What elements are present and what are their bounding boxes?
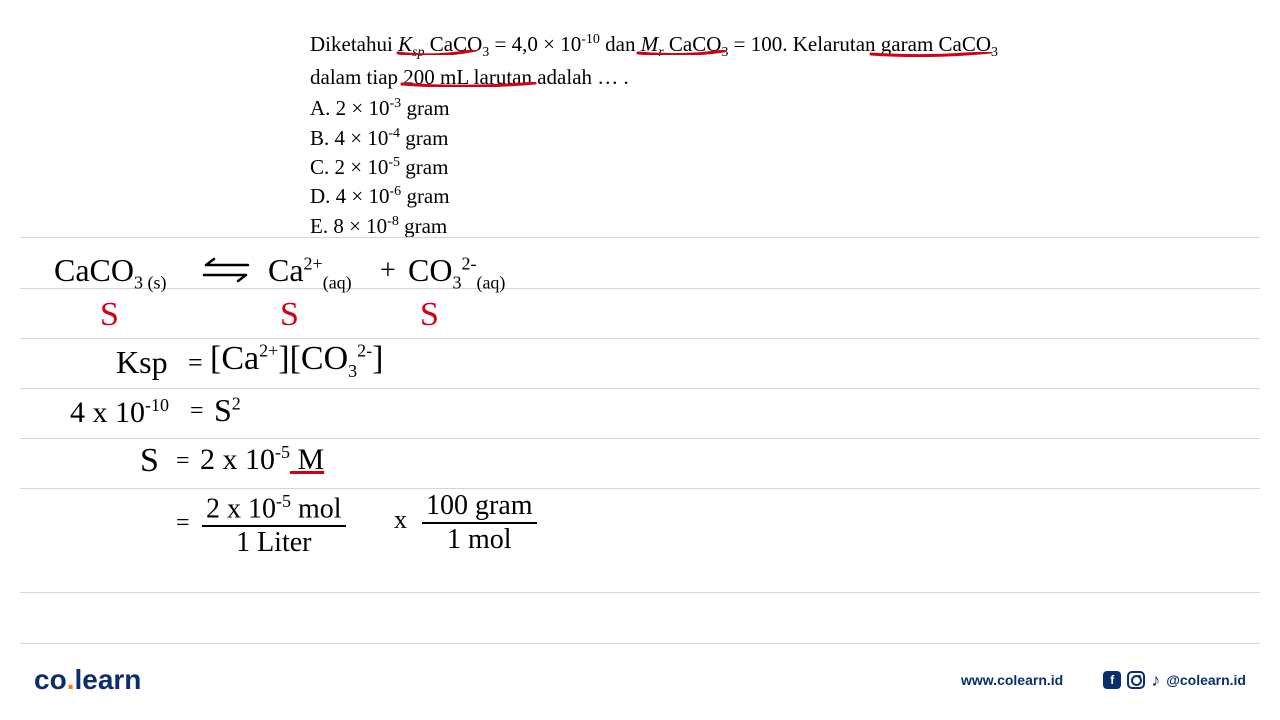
logo: co.learn <box>34 664 141 696</box>
website-link[interactable]: www.colearn.id <box>961 672 1063 688</box>
txt: CaCO <box>425 32 483 56</box>
logo-co: co <box>34 664 67 695</box>
hw-s1: S <box>100 296 119 334</box>
hw-line5-frac1: 2 x 10-5 mol 1 Liter <box>202 492 346 557</box>
txt: = 4,0 × 10 <box>489 32 581 56</box>
exp: -10 <box>581 32 600 47</box>
options: A. 2 × 10-3 gram B. 4 × 10-4 gram C. 2 ×… <box>310 94 1030 241</box>
hw-line5-eq: = <box>176 510 190 537</box>
instagram-icon[interactable] <box>1127 671 1145 689</box>
txt: M <box>641 32 659 56</box>
txt: = 100. Kelarutan garam CaCO <box>728 32 991 56</box>
hw-line3-r: S2 <box>214 392 241 429</box>
hw-eq1-ca: Ca2+(aq) <box>268 252 352 293</box>
rule-line <box>20 643 1260 644</box>
option-b: B. 4 × 10-4 gram <box>310 124 1030 153</box>
txt: CaCO <box>664 32 722 56</box>
social-links: f ♪ @colearn.id <box>1103 670 1246 691</box>
hw-line4-eq: = <box>176 448 190 475</box>
social-handle: @colearn.id <box>1166 672 1246 688</box>
facebook-icon[interactable]: f <box>1103 671 1121 689</box>
hw-eq1-left: CaCO3 (s) <box>54 252 167 293</box>
option-c: C. 2 × 10-5 gram <box>310 153 1030 182</box>
hw-line4-s: S <box>140 442 159 480</box>
hw-s2: S <box>280 296 299 334</box>
problem-line1: Diketahui Ksp CaCO3 = 4,0 × 10-10 dan Mr… <box>310 30 1030 63</box>
txt: dan <box>600 32 641 56</box>
hw-line5-frac2: 100 gram 1 mol <box>422 492 537 554</box>
hw-ksp: Ksp <box>116 344 168 381</box>
rule-line <box>20 488 1260 489</box>
problem-text: Diketahui Ksp CaCO3 = 4,0 × 10-10 dan Mr… <box>310 30 1030 241</box>
rule-line <box>20 338 1260 339</box>
rule-line <box>20 237 1260 238</box>
hw-line4-r: 2 x 10-5 M <box>200 442 324 477</box>
logo-learn: learn <box>74 664 141 695</box>
rule-line <box>20 288 1260 289</box>
equilibrium-arrow-icon <box>198 255 254 285</box>
hw-line3-eq: = <box>190 398 204 425</box>
rule-line <box>20 388 1260 389</box>
hw-ksp-eq: = <box>188 348 203 378</box>
txt: sp <box>412 45 424 60</box>
option-a: A. 2 × 10-3 gram <box>310 94 1030 123</box>
hw-line3-l: 4 x 10-10 <box>70 395 169 430</box>
footer: co.learn www.colearn.id f ♪ @colearn.id <box>0 660 1280 700</box>
hw-s3: S <box>420 296 439 334</box>
txt: K <box>398 32 412 56</box>
hw-eq1-co3: CO32-(aq) <box>408 252 505 293</box>
tiktok-icon[interactable]: ♪ <box>1151 670 1160 691</box>
rule-line <box>20 438 1260 439</box>
sub3: 3 <box>991 45 998 60</box>
problem-line2: dalam tiap 200 mL larutan adalah … . <box>310 63 1030 92</box>
option-d: D. 4 × 10-6 gram <box>310 182 1030 211</box>
hw-ksp-rhs: [Ca2+][CO32-] <box>210 340 383 382</box>
txt: Diketahui <box>310 32 398 56</box>
hw-line5-x: x <box>394 505 407 535</box>
hw-eq1-plus: + <box>380 255 396 287</box>
rule-line <box>20 592 1260 593</box>
